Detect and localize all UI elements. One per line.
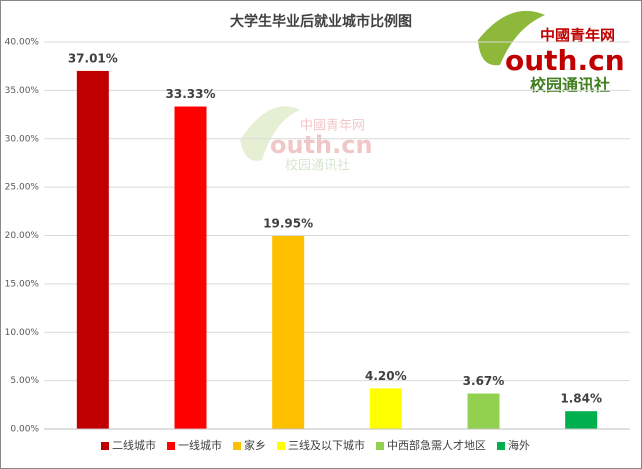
y-tick-label: 5.00% — [10, 376, 39, 386]
watermark-top: 中國青年网 — [300, 119, 365, 134]
watermark-main: outh.cn — [270, 131, 373, 159]
legend-label: 二线城市 — [112, 438, 156, 452]
y-tick-label: 30.00% — [5, 134, 40, 144]
logo-top: 中國青年网 — [540, 27, 615, 45]
bar — [272, 235, 305, 429]
legend-label: 海外 — [508, 438, 530, 452]
bar — [467, 393, 500, 429]
chart-title: 大学生毕业后就业城市比例图 — [230, 13, 412, 30]
y-tick-label: 15.00% — [5, 279, 40, 289]
watermark-sub: 校园通讯社 — [285, 158, 350, 174]
logo-sub: 校园通讯社 — [530, 76, 610, 95]
y-tick-label: 10.00% — [5, 328, 40, 338]
y-tick-label: 20.00% — [5, 231, 40, 241]
watermark: 中國青年网 outh.cn 校园通讯社 — [240, 106, 373, 174]
value-label: 3.67% — [463, 374, 505, 388]
value-label: 1.84% — [560, 392, 602, 406]
logo-main: outh.cn — [505, 44, 625, 77]
value-label: 37.01% — [68, 51, 118, 65]
y-tick-label: 35.00% — [5, 86, 40, 96]
y-tick-label: 25.00% — [5, 183, 40, 193]
bar — [174, 106, 207, 429]
logo: 中國青年网 outh.cn 校园通讯社 — [478, 10, 625, 95]
legend-swatch — [277, 442, 285, 450]
legend-swatch — [376, 442, 384, 450]
legend-swatch — [497, 442, 505, 450]
legend-swatch — [101, 442, 109, 450]
legend-label: 中西部急需人才地区 — [387, 438, 486, 452]
legend-label: 一线城市 — [178, 438, 222, 452]
value-label: 4.20% — [365, 369, 407, 383]
value-label: 19.95% — [263, 216, 313, 230]
legend-label: 家乡 — [244, 438, 266, 452]
value-label: 33.33% — [166, 87, 216, 101]
bar — [76, 70, 109, 429]
logo-leaf — [478, 10, 545, 66]
y-tick-label: 40.00% — [5, 38, 40, 48]
legend-label: 三线及以下城市 — [288, 438, 365, 452]
legend-swatch — [233, 442, 241, 450]
y-tick-label: 0.00% — [10, 425, 39, 435]
watermark-leaf — [240, 106, 300, 161]
bar — [565, 411, 598, 429]
legend-swatch — [167, 442, 175, 450]
bar — [369, 388, 402, 429]
